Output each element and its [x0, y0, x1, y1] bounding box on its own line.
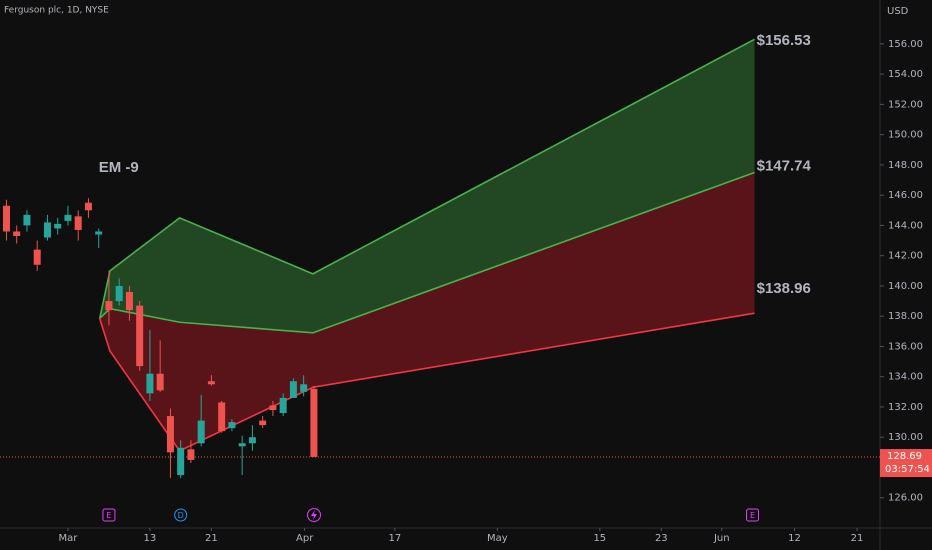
band-line — [98, 38, 755, 319]
x-tick-label: 17 — [388, 533, 401, 544]
countdown: 03:57:54 — [885, 464, 930, 475]
x-tick-label: May — [487, 533, 508, 544]
candle-body — [13, 231, 21, 237]
annotation: $138.96 — [757, 280, 811, 297]
candle-body — [125, 291, 133, 311]
x-tick-label: 23 — [655, 533, 668, 544]
event-box — [174, 508, 188, 522]
y-tick-label: 134.00 — [888, 372, 923, 383]
event-marker[interactable]: D — [174, 508, 188, 522]
x-tick-label: 15 — [593, 533, 606, 544]
candle-body — [289, 381, 297, 398]
candle-body — [259, 420, 267, 426]
candle-body — [197, 420, 205, 444]
candle-body — [166, 416, 174, 453]
event-label: D — [178, 511, 184, 520]
candle-body — [84, 202, 92, 211]
annotation: EM -9 — [99, 159, 139, 176]
candle-body — [156, 373, 164, 391]
y-tick-label: 136.00 — [888, 341, 923, 352]
candle-body — [207, 381, 215, 385]
candle-body — [269, 405, 277, 410]
y-tick-label: 142.00 — [888, 251, 923, 262]
candle-body — [115, 285, 123, 302]
y-tick-label: 144.00 — [888, 220, 923, 231]
y-tick-label: 150.00 — [888, 130, 923, 141]
annotation: $156.53 — [757, 32, 811, 49]
upper-band-fill — [99, 39, 755, 333]
candle-body — [228, 422, 236, 429]
y-tick-label: 148.00 — [888, 160, 923, 171]
x-tick-label: Mar — [59, 533, 79, 544]
candle-body — [310, 388, 318, 457]
currency: USD — [887, 6, 909, 17]
event-label: E — [750, 511, 755, 520]
y-tick-label: 146.00 — [888, 190, 923, 201]
price-tag — [880, 449, 932, 478]
y-tick-label: 126.00 — [888, 493, 923, 504]
y-tick-label: 140.00 — [888, 281, 923, 292]
y-tick-label: 154.00 — [888, 69, 923, 80]
candle-body — [23, 214, 31, 226]
candle-body — [146, 373, 154, 394]
event-marker[interactable]: E — [102, 508, 116, 522]
x-tick-label: 21 — [205, 533, 218, 544]
band-line — [99, 171, 755, 334]
x-tick-label: 13 — [144, 533, 157, 544]
candle-body — [33, 249, 41, 265]
candle-body — [136, 305, 144, 367]
candle-body — [43, 222, 51, 238]
candle-body — [95, 231, 103, 235]
x-tick-label: Apr — [296, 533, 314, 544]
candle-body — [300, 384, 308, 392]
candle-body — [279, 397, 287, 414]
annotation: $147.74 — [757, 157, 812, 174]
candle-body — [248, 437, 256, 444]
candle-body — [218, 402, 226, 432]
y-tick-label: 130.00 — [888, 432, 923, 443]
candle-body — [2, 205, 10, 232]
candle-body — [238, 443, 246, 447]
y-tick-label: 132.00 — [888, 402, 923, 413]
y-tick-label: 152.00 — [888, 99, 923, 110]
price-tag-label: 128.69 — [887, 451, 922, 462]
event-marker[interactable]: E — [746, 508, 760, 522]
event-box — [746, 508, 760, 522]
y-tick-label: 156.00 — [888, 39, 923, 50]
lower-band-fill — [99, 172, 755, 451]
x-tick-label: 21 — [851, 533, 864, 544]
x-tick-label: Jun — [713, 533, 730, 544]
chart-title: Ferguson plc, 1D, NYSE — [4, 6, 109, 16]
candle-body — [64, 214, 72, 221]
lightning-icon — [311, 510, 317, 520]
event-label: E — [106, 511, 111, 520]
candle-body — [105, 301, 113, 311]
candle-body — [54, 223, 62, 229]
x-tick-label: 12 — [788, 533, 801, 544]
y-tick-label: 138.00 — [888, 311, 923, 322]
candle-body — [187, 449, 195, 460]
event-box — [102, 508, 116, 522]
candle-body — [74, 216, 82, 230]
candle-body — [177, 447, 185, 476]
event-icon — [307, 508, 321, 522]
lightning-event[interactable] — [307, 508, 321, 522]
